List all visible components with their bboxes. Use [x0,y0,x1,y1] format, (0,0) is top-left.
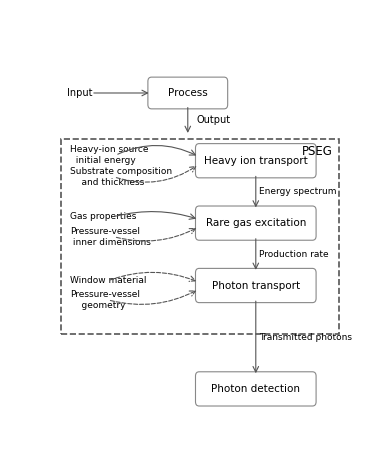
Text: Pressure-vessel
 inner dimensions: Pressure-vessel inner dimensions [70,226,151,247]
Text: Production rate: Production rate [259,250,328,259]
Text: Input: Input [67,88,92,98]
Text: Process: Process [168,88,207,98]
Text: Substrate composition
    and thickness: Substrate composition and thickness [70,167,172,187]
FancyBboxPatch shape [148,77,228,109]
Text: Output: Output [197,115,231,125]
Text: Transmitted photons: Transmitted photons [259,333,352,342]
FancyBboxPatch shape [195,206,316,240]
Text: Photon detection: Photon detection [211,384,300,394]
Text: PSEG: PSEG [302,144,333,158]
Text: Rare gas excitation: Rare gas excitation [206,218,306,228]
Text: Photon transport: Photon transport [212,281,300,290]
Bar [61,139,339,334]
Text: Energy spectrum: Energy spectrum [259,188,336,196]
Text: Heavy ion transport: Heavy ion transport [204,156,308,166]
Text: Pressure-vessel
    geometry: Pressure-vessel geometry [70,290,140,310]
FancyBboxPatch shape [195,372,316,406]
FancyBboxPatch shape [195,269,316,303]
Text: Window material: Window material [70,276,146,285]
Text: Heavy-ion source
  initial energy: Heavy-ion source initial energy [70,145,149,165]
FancyBboxPatch shape [195,144,316,178]
Text: Gas properties: Gas properties [70,212,136,221]
